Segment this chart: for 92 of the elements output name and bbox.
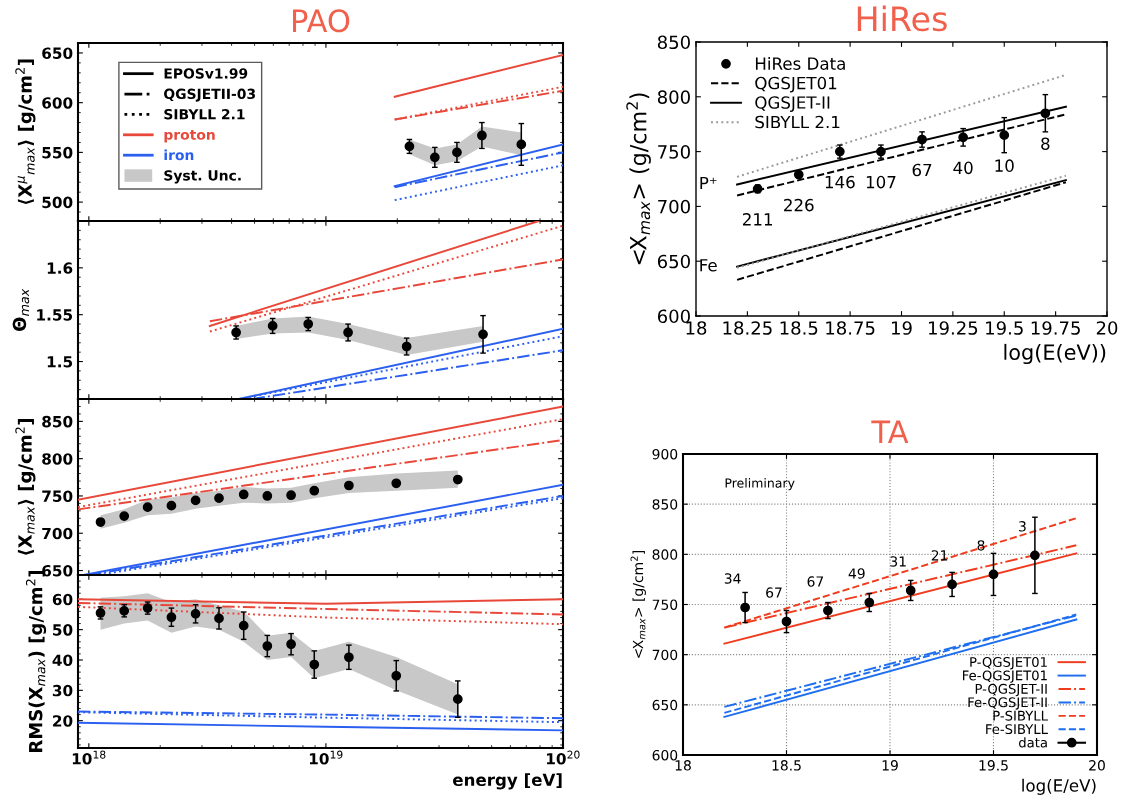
x-axis-title: log(E(eV)) (1004, 343, 1106, 365)
y-tick-label: 700 (42, 527, 73, 540)
y-tick-label: 700 (658, 199, 690, 214)
legend-label: SIBYLL 2.1 (755, 115, 840, 129)
y-tick-label: 30 (52, 684, 73, 697)
annotation: 146 (825, 175, 855, 189)
x-tick-label: 19.5 (979, 760, 1008, 771)
annotation: 34 (724, 573, 741, 584)
x-tick-label: 18 (686, 321, 707, 335)
annotation: 10 (995, 159, 1014, 172)
legend-label: QGSJET-II (755, 96, 830, 112)
legend-label: SIBYLL 2.1 (164, 108, 245, 120)
x-tick-label: 18.5 (772, 760, 801, 771)
legend-label: P-SIBYLL (993, 710, 1048, 721)
y-tick-label: 750 (652, 599, 678, 610)
legend-label: QGSJETII-03 (164, 88, 255, 102)
y-axis-title: ⟨X$_{max}$⟩ [g/cm$^{2}$] (15, 418, 36, 555)
annotation: 67 (807, 576, 824, 587)
legend-label: EPOSv1.99 (164, 68, 248, 79)
y-tick-label: 1.55 (37, 309, 73, 321)
y-tick-label: 750 (658, 145, 690, 159)
y-tick-label: 800 (42, 453, 73, 465)
legend-label: Fe-QGSJET-II (968, 697, 1047, 710)
x-tick-label: 19.5 (986, 321, 1023, 335)
annotation: Fe (700, 259, 717, 272)
y-tick-label: 20 (53, 715, 73, 727)
x-tick-label: 10$^{19}$ (309, 750, 343, 765)
annotation: P⁺ (700, 176, 717, 190)
legend-label: P-QGSJET01 (970, 656, 1047, 670)
x-tick-label: 10$^{20}$ (547, 750, 580, 765)
y-tick-label: 600 (652, 749, 678, 761)
y-tick-label: 500 (42, 196, 73, 209)
annotation: 107 (866, 175, 896, 189)
y-axis-title: ⟨X$^{μ}$$_{max}$⟩ [g/cm$^{2}$] (15, 59, 36, 205)
annotation: 211 (742, 213, 773, 226)
annotation: 8 (1041, 137, 1050, 151)
y-axis-title: <X$_{max}$> (g/cm$^{2}$) (626, 93, 651, 265)
legend-label: HiRes Data (755, 57, 845, 70)
chart-title: TA (871, 420, 909, 443)
annotation: 67 (766, 587, 782, 598)
y-tick-label: 40 (52, 654, 73, 666)
annotation: 49 (848, 568, 865, 579)
y-tick-label: 60 (52, 593, 73, 606)
x-tick-label: 20 (1089, 760, 1105, 771)
annotation: 67 (912, 163, 932, 177)
y-tick-label: 800 (657, 90, 690, 104)
x-tick-label: 19 (882, 760, 898, 771)
legend-label: P-QGSJET-II (975, 683, 1047, 697)
x-tick-label: 18.75 (826, 321, 875, 335)
x-tick-label: 20 (1096, 321, 1118, 335)
y-tick-label: 800 (652, 549, 678, 560)
annotation: 3 (1019, 521, 1026, 532)
x-tick-label: 18.5 (780, 321, 818, 335)
annotation: 31 (890, 556, 906, 567)
y-tick-label: 550 (42, 146, 73, 159)
chart-title: HiRes (857, 5, 947, 32)
chart-title: PAO (293, 9, 350, 33)
x-tick-label: 18.25 (723, 321, 772, 335)
x-tick-label: 19.75 (1031, 321, 1080, 335)
legend-label: QGSJET01 (755, 76, 837, 93)
y-tick-label: 700 (652, 649, 678, 661)
y-tick-label: 50 (53, 624, 73, 636)
legend-label: Fe-QGSJET01 (963, 670, 1047, 683)
annotation: 21 (931, 550, 948, 561)
annotation: Preliminary (725, 478, 795, 491)
x-tick-label: 19 (892, 321, 912, 335)
y-tick-label: 650 (652, 699, 678, 711)
y-tick-label: 650 (657, 254, 690, 269)
annotation: 226 (784, 198, 814, 212)
y-tick-label: 850 (657, 35, 690, 50)
x-tick-label: 18 (675, 760, 691, 771)
text: Syst. Unc. (164, 170, 241, 184)
y-axis-title: <X$_{max}$> [g/cm$^{2}$] (630, 550, 646, 658)
y-tick-label: 850 (42, 415, 73, 428)
y-tick-label: 600 (42, 97, 73, 109)
x-axis-title: log(E/eV) (1022, 778, 1096, 795)
y-tick-label: 1.5 (47, 356, 73, 368)
x-tick-label: 19.25 (929, 321, 978, 335)
legend-label: iron (164, 149, 194, 161)
annotation: 40 (953, 161, 973, 175)
legend-label: Fe-SIBYLL (986, 724, 1048, 735)
legend-label: proton (164, 129, 215, 143)
x-tick-label: 10$^{18}$ (72, 750, 106, 765)
legend-label: data (1019, 737, 1047, 748)
y-tick-label: 1.6 (47, 262, 73, 274)
y-axis-title: Θ$_{max}$ (12, 288, 30, 331)
y-tick-label: 750 (42, 490, 73, 502)
y-tick-label: 900 (652, 448, 678, 460)
y-tick-label: 650 (42, 47, 73, 59)
x-axis-title: energy [eV] (452, 773, 562, 790)
y-tick-label: 850 (652, 499, 678, 510)
y-tick-label: 600 (657, 309, 690, 324)
